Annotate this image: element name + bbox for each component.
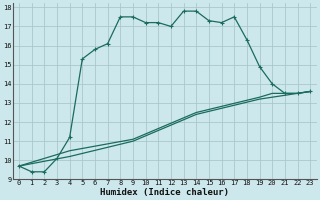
X-axis label: Humidex (Indice chaleur): Humidex (Indice chaleur) [100,188,229,197]
